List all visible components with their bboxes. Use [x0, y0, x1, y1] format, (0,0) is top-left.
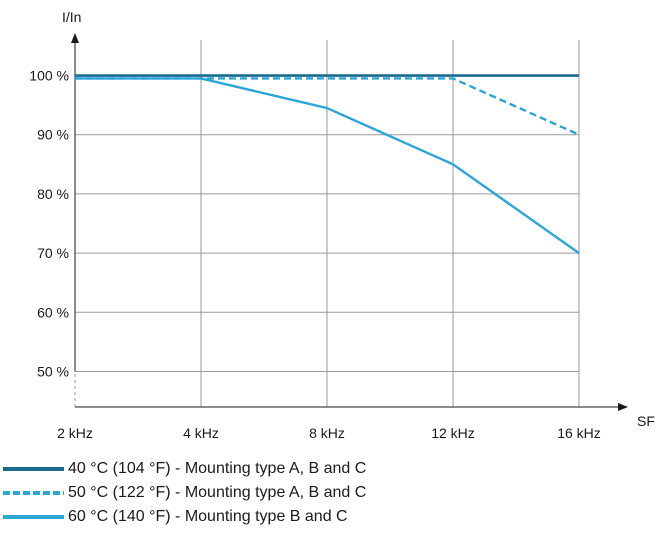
y-axis-title: I/In — [62, 9, 81, 25]
x-tick-label: 16 kHz — [557, 425, 601, 441]
legend-label: 60 °C (140 °F) - Mounting type B and C — [68, 508, 348, 525]
legend-swatch — [3, 467, 64, 471]
legend-label: 40 °C (104 °F) - Mounting type A, B and … — [68, 460, 367, 477]
y-axis-arrow — [71, 33, 79, 43]
legend-item: 50 °C (122 °F) - Mounting type A, B and … — [0, 481, 661, 505]
chart: I/In SF 50 % 60 % 70 % 80 % 90 % 100 % 2 kHz 4 … — [29, 9, 655, 441]
y-tick-label: 70 % — [37, 245, 69, 261]
y-tick-label: 60 % — [37, 304, 69, 320]
y-tick-label: 90 % — [37, 127, 69, 143]
legend-swatch — [3, 491, 64, 495]
legend-label: 50 °C (122 °F) - Mounting type A, B and … — [68, 484, 367, 501]
x-axis-arrow — [618, 403, 628, 411]
y-tick-label: 80 % — [37, 186, 69, 202]
legend-swatch — [3, 515, 64, 519]
x-tick-label: 4 kHz — [183, 425, 219, 441]
y-tick-label: 100 % — [29, 68, 69, 84]
x-axis-title: SF — [637, 413, 655, 429]
x-tick-label: 8 kHz — [309, 425, 345, 441]
series-line-3 — [75, 77, 580, 255]
legend-item: 40 °C (104 °F) - Mounting type A, B and … — [0, 457, 661, 481]
legend-item: 60 °C (140 °F) - Mounting type B and C — [0, 505, 661, 529]
y-tick-label: 50 % — [37, 363, 69, 379]
x-tick-label: 2 kHz — [57, 425, 93, 441]
legend: 40 °C (104 °F) - Mounting type A, B and … — [0, 457, 661, 529]
x-tick-label: 12 kHz — [431, 425, 475, 441]
